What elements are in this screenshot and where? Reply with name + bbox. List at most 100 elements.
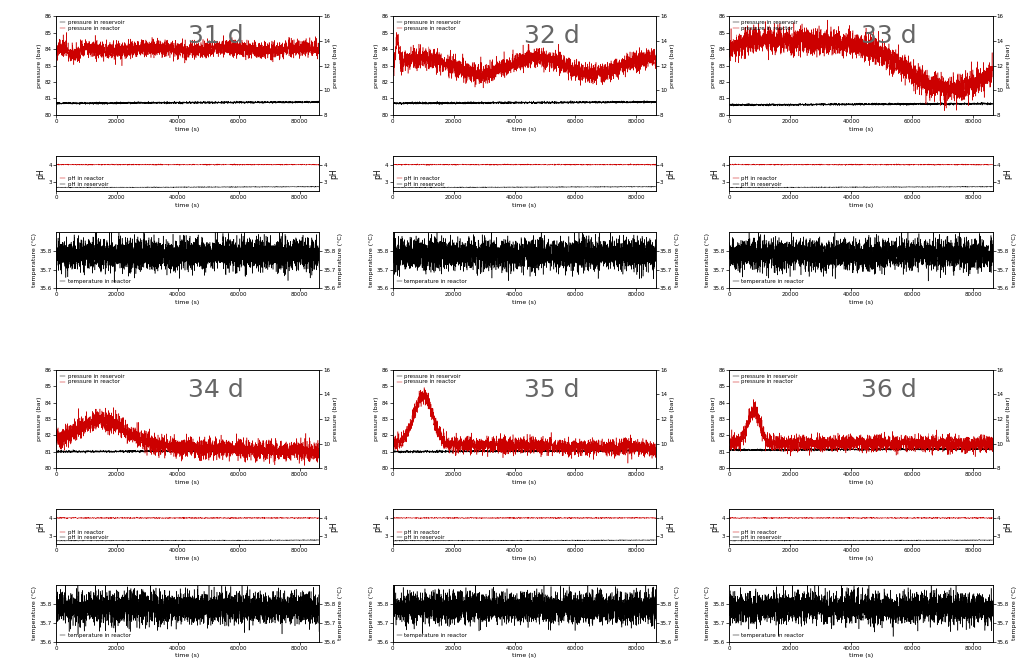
pressure in reservoir <box>953 100 965 108</box>
pH in reactor <box>846 160 858 168</box>
pressure in reactor <box>416 53 429 61</box>
pressure in reservoir <box>724 102 736 110</box>
Y-axis label: pressure (bar): pressure (bar) <box>333 397 338 441</box>
pH in reservoir <box>313 536 325 544</box>
pressure in reservoir <box>499 447 511 455</box>
pH in reservoir <box>841 183 853 191</box>
pH in reactor <box>499 161 511 168</box>
pressure in reservoir <box>416 447 429 455</box>
pH in reservoir <box>50 184 62 191</box>
pH in reactor <box>504 161 516 169</box>
pH in reservoir <box>70 537 82 545</box>
temperature in reactor <box>978 609 991 617</box>
Legend: pH in reactor, pH in reservoir: pH in reactor, pH in reservoir <box>732 175 783 188</box>
temperature in reactor <box>848 249 860 257</box>
Line: temperature in reactor: temperature in reactor <box>56 226 319 282</box>
pressure in reservoir <box>280 445 292 453</box>
pH in reactor <box>649 161 662 168</box>
pressure in reservoir <box>151 447 163 455</box>
pressure in reactor <box>622 459 634 467</box>
Legend: temperature in reactor: temperature in reactor <box>59 632 131 639</box>
pH in reactor <box>50 161 62 168</box>
pH in reactor <box>744 161 756 168</box>
pressure in reactor <box>477 84 490 92</box>
pH in reservoir <box>835 183 847 191</box>
Legend: pressure in reservoir, pressure in reactor: pressure in reservoir, pressure in react… <box>732 372 799 386</box>
pressure in reservoir <box>52 101 64 109</box>
pH in reactor <box>172 161 184 169</box>
X-axis label: time (s): time (s) <box>512 653 536 658</box>
pressure in reactor <box>151 51 163 59</box>
pressure in reactor <box>308 46 321 54</box>
pH in reservoir <box>393 537 405 545</box>
pH in reservoir <box>70 184 82 191</box>
pressure in reservoir <box>80 447 93 455</box>
pressure in reservoir <box>836 101 848 109</box>
Legend: pressure in reservoir, pressure in reactor: pressure in reservoir, pressure in react… <box>396 19 462 32</box>
pH in reactor <box>407 514 419 522</box>
temperature in reactor <box>503 277 515 285</box>
temperature in reactor <box>834 255 846 263</box>
temperature in reactor <box>578 601 590 609</box>
pressure in reactor <box>616 450 628 458</box>
pH in reservoir <box>644 536 657 544</box>
pH in reactor <box>228 160 240 168</box>
pressure in reservoir <box>616 98 628 106</box>
temperature in reactor <box>641 255 654 263</box>
temperature in reactor <box>914 609 926 617</box>
X-axis label: time (s): time (s) <box>849 127 873 132</box>
pressure in reservoir <box>313 98 325 106</box>
pH in reactor <box>81 514 94 522</box>
pH in reactor <box>420 162 433 170</box>
pressure in reservoir <box>387 100 399 108</box>
pressure in reservoir <box>753 101 766 109</box>
pH in reactor <box>724 514 736 522</box>
Y-axis label: pH: pH <box>37 521 46 532</box>
X-axis label: time (s): time (s) <box>849 480 873 485</box>
Y-axis label: temperature (°C): temperature (°C) <box>675 586 680 640</box>
pH in reservoir <box>167 184 179 191</box>
pH in reservoir <box>407 537 419 545</box>
pH in reservoir <box>845 536 857 544</box>
pH in reactor <box>200 160 212 168</box>
temperature in reactor <box>848 601 860 609</box>
Line: pressure in reservoir: pressure in reservoir <box>730 102 993 106</box>
Y-axis label: pH: pH <box>710 168 719 179</box>
pressure in reactor <box>769 446 781 454</box>
Legend: pH in reactor, pH in reservoir: pH in reactor, pH in reservoir <box>59 175 109 188</box>
pressure in reactor <box>80 46 93 54</box>
pressure in reactor <box>313 453 325 461</box>
Y-axis label: pH: pH <box>1003 521 1012 532</box>
Line: pressure in reactor: pressure in reactor <box>56 407 319 466</box>
pressure in reactor <box>280 47 292 55</box>
Y-axis label: pH: pH <box>330 168 339 179</box>
X-axis label: time (s): time (s) <box>175 556 200 561</box>
pH in reactor <box>754 161 767 169</box>
pH in reactor <box>417 514 430 522</box>
pressure in reactor <box>644 58 657 66</box>
pH in reservoir <box>50 537 62 545</box>
pressure in reservoir <box>825 101 837 109</box>
pressure in reactor <box>822 16 834 24</box>
pH in reactor <box>754 514 767 522</box>
temperature in reactor <box>292 257 304 265</box>
Y-axis label: pressure (bar): pressure (bar) <box>374 397 379 441</box>
pressure in reactor <box>488 432 500 440</box>
pressure in reservoir <box>769 445 781 453</box>
pressure in reservoir <box>96 448 108 456</box>
temperature in reactor <box>389 218 401 226</box>
Y-axis label: pH: pH <box>710 521 719 532</box>
pH in reservoir <box>312 182 324 190</box>
pressure in reactor <box>753 416 766 424</box>
pressure in reservoir <box>308 447 321 455</box>
pressure in reservoir <box>939 443 951 451</box>
pH in reservoir <box>415 184 428 191</box>
pressure in reactor <box>488 72 500 80</box>
pH in reservoir <box>873 536 886 544</box>
pH in reservoir <box>313 183 325 191</box>
temperature in reactor <box>499 249 511 257</box>
pH in reservoir <box>81 537 94 545</box>
temperature in reactor <box>649 256 662 264</box>
Legend: pressure in reservoir, pressure in reactor: pressure in reservoir, pressure in react… <box>732 19 799 32</box>
pH in reactor <box>943 515 955 523</box>
